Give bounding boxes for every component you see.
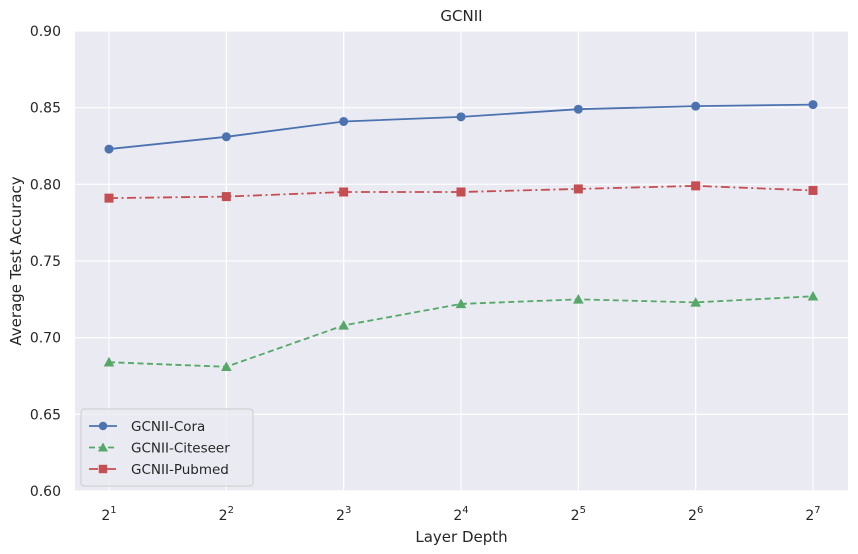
legend-box xyxy=(80,408,254,487)
data-point xyxy=(808,185,818,195)
data-point xyxy=(338,320,349,330)
data-point xyxy=(691,181,701,191)
y-tick-label: 0.65 xyxy=(30,407,61,423)
data-point xyxy=(104,144,114,154)
x-tick-label: 24 xyxy=(453,505,468,524)
data-point xyxy=(456,112,466,122)
x-tick-labels: 21 22 23 24 25 26 27 xyxy=(101,505,820,524)
y-tick-label: 0.90 xyxy=(30,24,61,40)
data-point xyxy=(456,187,466,197)
legend-item: GCNII-Cora xyxy=(89,419,205,435)
legend-label: GCNII-Cora xyxy=(131,419,205,435)
x-tick-label: 27 xyxy=(805,505,820,524)
x-tick-label: 21 xyxy=(101,505,116,524)
data-point xyxy=(807,290,819,301)
legend-marker xyxy=(98,464,108,474)
x-tick-label: 23 xyxy=(336,505,351,524)
x-tick-label: 22 xyxy=(219,505,234,524)
legend: GCNII-Cora GCNII-Citeseer GCNII-Pubmed xyxy=(80,408,254,487)
legend-marker xyxy=(98,442,108,452)
y-axis-label: Average Test Accuracy xyxy=(7,176,25,345)
grid-lines xyxy=(75,30,848,492)
series-gcnii-pubmed xyxy=(104,181,818,203)
legend-item: GCNII-Citeseer xyxy=(89,441,230,457)
legend-label: GCNII-Citeseer xyxy=(131,441,230,457)
chart-title: GCNII xyxy=(440,7,482,25)
y-tick-label: 0.80 xyxy=(30,177,61,193)
y-tick-label: 0.70 xyxy=(30,331,61,347)
y-tick-label: 0.60 xyxy=(30,484,61,500)
y-tick-label: 0.75 xyxy=(30,254,61,270)
data-point xyxy=(104,193,114,203)
legend-item: GCNII-Pubmed xyxy=(89,462,229,478)
data-point xyxy=(339,116,349,126)
y-tick-label: 0.85 xyxy=(30,101,61,117)
series-gcnii-citeseer xyxy=(103,290,819,372)
x-axis-label: Layer Depth xyxy=(415,528,507,546)
data-point xyxy=(690,297,701,307)
y-tick-labels: 0.60 0.65 0.70 0.75 0.80 0.85 0.90 xyxy=(30,24,61,500)
data-point xyxy=(573,104,583,114)
data-point xyxy=(455,298,467,309)
data-point xyxy=(573,184,583,194)
series-gcnii-cora xyxy=(104,100,818,154)
data-point xyxy=(221,132,231,142)
data-point xyxy=(221,192,231,202)
legend-marker xyxy=(98,421,108,431)
data-point xyxy=(573,294,584,304)
x-tick-label: 25 xyxy=(571,505,586,524)
data-point xyxy=(221,361,232,372)
data-point xyxy=(808,100,818,110)
series-layer xyxy=(103,100,819,372)
data-point xyxy=(339,187,349,197)
legend-label: GCNII-Pubmed xyxy=(131,462,229,478)
data-point xyxy=(103,356,115,367)
x-tick-label: 26 xyxy=(688,505,703,524)
data-point xyxy=(691,101,701,111)
